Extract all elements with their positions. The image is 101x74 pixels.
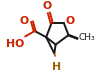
Text: H: H [52, 62, 62, 72]
Text: O: O [19, 16, 29, 26]
Text: O: O [43, 1, 52, 11]
Text: CH₃: CH₃ [79, 33, 95, 42]
Text: HO: HO [6, 39, 24, 49]
Text: O: O [66, 16, 75, 26]
